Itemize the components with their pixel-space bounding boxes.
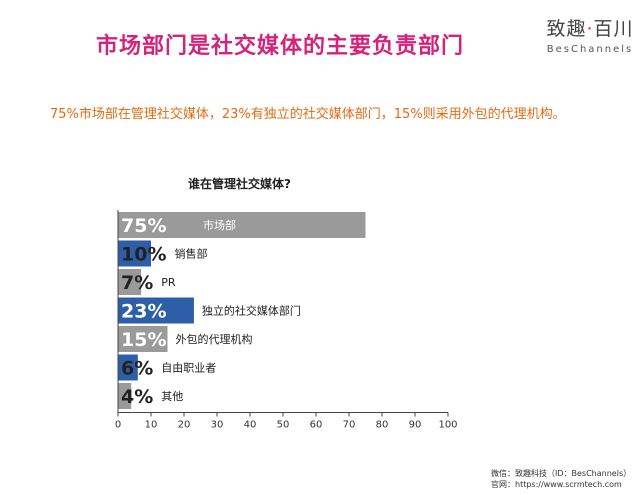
x-tick-label-2: 20 <box>178 420 191 431</box>
logo-part-1: 致趣 <box>546 18 587 40</box>
x-tick-label-4: 40 <box>244 420 257 431</box>
x-tick-label-1: 10 <box>145 420 158 431</box>
bar-1 <box>118 240 151 267</box>
bar-2 <box>118 269 142 295</box>
value-label-1: 10% <box>121 244 166 266</box>
bar-5 <box>118 354 138 381</box>
x-tick-label-8: 80 <box>376 420 389 431</box>
bar-4 <box>118 326 168 352</box>
footer-wechat: 微信：致趣科技（ID：BesChannels） <box>491 469 632 478</box>
category-label-1: 销售部 <box>174 247 207 261</box>
subtitle: 75%市场部在管理社交媒体，23%有独立的社交媒体部门，15%则采用外包的代理机… <box>50 107 566 122</box>
x-tick-label-7: 70 <box>343 420 356 431</box>
category-label-2: PR <box>161 276 176 289</box>
footer: 微信：致趣科技（ID：BesChannels） 官网：https://www.s… <box>491 468 631 490</box>
x-tick-label-9: 90 <box>409 420 422 431</box>
x-tick-label-3: 30 <box>211 420 224 431</box>
category-label-4: 外包的代理机构 <box>176 332 253 346</box>
logo-english: BesChannels <box>546 44 634 55</box>
value-label-4: 15% <box>121 329 166 351</box>
bar-6 <box>118 383 132 409</box>
bar-0 <box>118 212 366 238</box>
value-label-3: 23% <box>121 301 166 323</box>
category-label-0: 市场部 <box>203 218 236 232</box>
logo-dot: · <box>586 18 594 40</box>
bar-3 <box>118 297 194 324</box>
x-tick-label-0: 0 <box>115 420 121 431</box>
value-label-6: 4% <box>121 386 153 408</box>
x-tick-label-10: 100 <box>438 420 457 431</box>
value-label-5: 6% <box>121 358 153 380</box>
category-label-3: 独立的社交媒体部门 <box>202 304 301 318</box>
page-title: 市场部门是社交媒体的主要负责部门 <box>96 34 465 59</box>
footer-website: 官网：https://www.scrmtech.com <box>491 480 622 489</box>
brand-logo: 致趣·百川 BesChannels <box>542 14 638 55</box>
logo-chinese: 致趣·百川 <box>542 14 638 41</box>
category-label-6: 其他 <box>161 390 183 403</box>
x-tick-label-5: 50 <box>277 420 290 431</box>
chart-title: 谁在管理社交媒体? <box>188 177 291 191</box>
value-label-2: 7% <box>121 272 153 294</box>
category-label-5: 自由职业者 <box>161 361 216 375</box>
logo-part-2: 百川 <box>593 18 634 40</box>
value-label-0: 75% <box>121 215 166 237</box>
x-tick-label-6: 60 <box>310 420 323 431</box>
